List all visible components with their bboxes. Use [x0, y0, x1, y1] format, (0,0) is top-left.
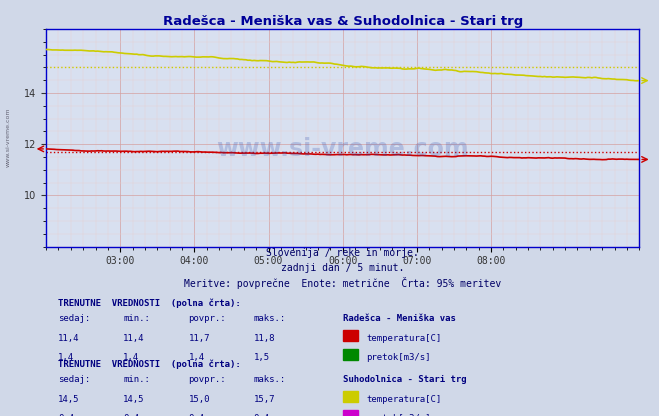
Text: Meritve: povprečne  Enote: metrične  Črta: 95% meritev: Meritve: povprečne Enote: metrične Črta:… [184, 277, 501, 289]
Text: 15,7: 15,7 [254, 395, 275, 404]
Text: min.:: min.: [123, 376, 150, 384]
Text: 11,8: 11,8 [254, 334, 275, 343]
Text: 15,0: 15,0 [188, 395, 210, 404]
Text: Suhodolnica - Stari trg: Suhodolnica - Stari trg [343, 376, 467, 384]
Text: 14,5: 14,5 [123, 395, 145, 404]
Bar [343, 391, 357, 402]
Text: 1,4: 1,4 [58, 353, 74, 362]
Text: 0,4: 0,4 [123, 414, 139, 416]
Text: temperatura[C]: temperatura[C] [366, 334, 442, 343]
Text: TRENUTNE  VREDNOSTI  (polna črta):: TRENUTNE VREDNOSTI (polna črta): [58, 298, 241, 308]
Text: min.:: min.: [123, 314, 150, 323]
Text: pretok[m3/s]: pretok[m3/s] [366, 353, 431, 362]
Title: Radešca - Meniška vas & Suhodolnica - Stari trg: Radešca - Meniška vas & Suhodolnica - St… [163, 15, 523, 28]
Text: 0,4: 0,4 [254, 414, 270, 416]
Text: pretok[m3/s]: pretok[m3/s] [366, 414, 431, 416]
Text: zadnji dan / 5 minut.: zadnji dan / 5 minut. [281, 262, 405, 273]
Text: www.si-vreme.com: www.si-vreme.com [6, 107, 11, 167]
Bar [343, 329, 357, 341]
Text: Slovenija / reke in morje.: Slovenija / reke in morje. [266, 248, 419, 258]
Bar [343, 349, 357, 360]
Text: TRENUTNE  VREDNOSTI  (polna črta):: TRENUTNE VREDNOSTI (polna črta): [58, 359, 241, 369]
Text: 11,7: 11,7 [188, 334, 210, 343]
Bar [343, 410, 357, 416]
Text: 11,4: 11,4 [58, 334, 80, 343]
Text: sedaj:: sedaj: [58, 314, 90, 323]
Text: Radešca - Meniška vas: Radešca - Meniška vas [343, 314, 455, 323]
Text: temperatura[C]: temperatura[C] [366, 395, 442, 404]
Text: 0,4: 0,4 [58, 414, 74, 416]
Text: 1,4: 1,4 [123, 353, 139, 362]
Text: povpr.:: povpr.: [188, 314, 226, 323]
Text: 14,5: 14,5 [58, 395, 80, 404]
Text: 11,4: 11,4 [123, 334, 145, 343]
Text: www.si-vreme.com: www.si-vreme.com [216, 137, 469, 161]
Text: 1,4: 1,4 [188, 353, 204, 362]
Text: sedaj:: sedaj: [58, 376, 90, 384]
Text: povpr.:: povpr.: [188, 376, 226, 384]
Text: maks.:: maks.: [254, 314, 286, 323]
Text: 0,4: 0,4 [188, 414, 204, 416]
Text: 1,5: 1,5 [254, 353, 270, 362]
Text: maks.:: maks.: [254, 376, 286, 384]
